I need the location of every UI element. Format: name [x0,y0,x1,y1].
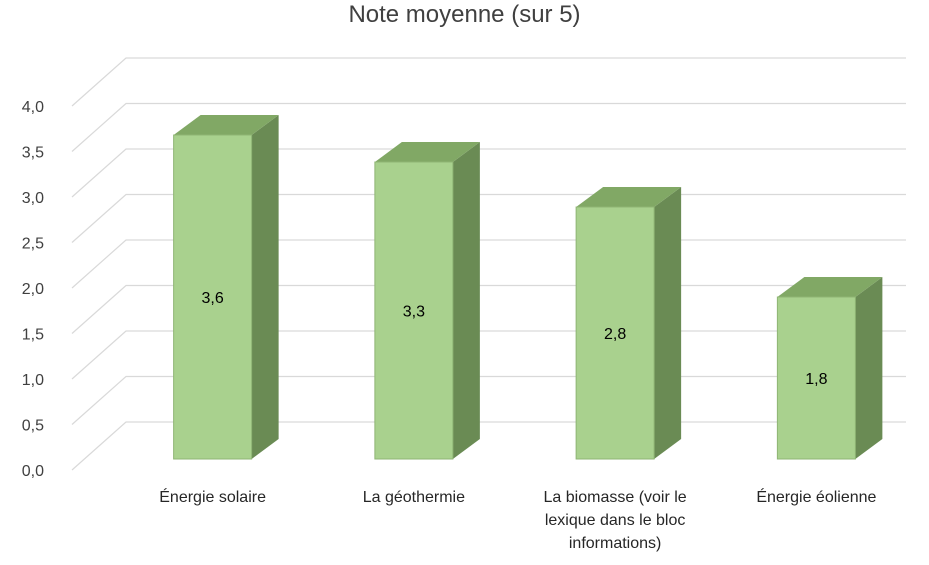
y-tick-label: 3,0 [22,190,44,207]
x-tick-label: La géothermie [362,489,466,506]
bar [575,206,655,460]
y-tick-label: 0,0 [22,463,44,480]
gridline [71,57,906,107]
bar-top [777,277,883,297]
data-label: 1,8 [805,371,827,388]
x-tick-label: Énergie éolienne [756,489,877,506]
data-label: 3,6 [202,290,224,307]
y-tick-label: 0,5 [22,418,44,435]
bar-top [173,115,279,135]
y-tick-label: 1,5 [22,327,44,344]
bar-side [452,142,480,459]
bar-top [374,142,480,162]
chart-title: Note moyenne (sur 5) [348,1,581,28]
bar-side [251,115,279,459]
gridline [71,102,906,152]
gridline [71,148,906,198]
bar-side [654,187,682,459]
bar-top [576,187,682,207]
data-label: 3,3 [403,304,425,321]
y-tick-label: 3,5 [22,145,44,162]
y-tick-label: 1,0 [22,372,44,389]
bar-side [855,277,883,459]
data-label: 2,8 [604,326,626,343]
bar [173,134,253,460]
x-tick-label: Énergie solaire [159,489,266,506]
bar [776,296,856,460]
y-tick-label: 2,5 [22,236,44,253]
y-tick-label: 2,0 [22,281,44,298]
bar [374,161,454,460]
y-tick-label: 4,0 [22,99,44,116]
x-tick-label: La biomasse (voir le lexique dans le blo… [543,489,687,552]
